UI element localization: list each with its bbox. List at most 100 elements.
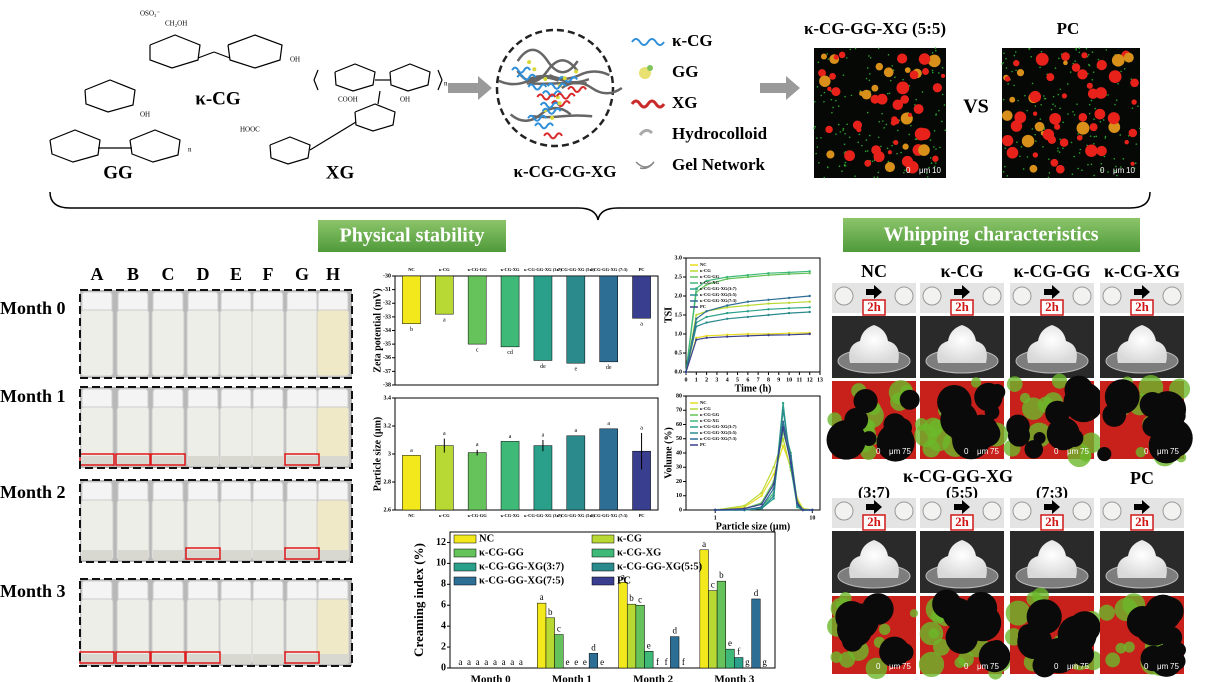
scale-label: 0 [876, 447, 881, 456]
speck [1138, 127, 1141, 130]
air-bubble [1064, 375, 1093, 405]
speck [871, 160, 874, 163]
sediment [287, 456, 317, 466]
plot-frame [685, 395, 821, 511]
point [787, 333, 791, 336]
scale-label: μm [977, 662, 989, 671]
speck [827, 58, 830, 60]
air-bubble [974, 420, 1001, 447]
speck [1116, 174, 1118, 177]
point [781, 409, 785, 412]
legend-swatch [591, 534, 615, 544]
droplet [918, 53, 931, 65]
protein-patch [1005, 600, 1031, 626]
legend-icon [635, 161, 655, 170]
droplet [893, 139, 899, 146]
bar [751, 598, 761, 669]
speck [877, 136, 880, 139]
bar [545, 617, 555, 669]
droplet [818, 69, 826, 77]
xg-helix [555, 92, 576, 100]
legend-label: κ-CG [700, 268, 711, 273]
bar [533, 445, 553, 511]
speck [1014, 51, 1017, 53]
sediment [118, 550, 148, 560]
point [726, 304, 729, 307]
kcg-strand [527, 83, 548, 91]
foam-before [1012, 501, 1032, 521]
legend-label: κ-CG [672, 31, 713, 50]
scale-label: 75 [990, 447, 999, 456]
speck [891, 144, 893, 147]
time-arrow [954, 285, 970, 299]
droplet [1081, 52, 1088, 59]
foam-before [922, 286, 942, 306]
droplet [892, 99, 904, 111]
time-arrow [1134, 285, 1150, 299]
y-tick-label: 0 [441, 662, 446, 673]
y-tick-label: -38 [383, 382, 391, 388]
sediment [221, 550, 251, 560]
speck [896, 152, 898, 155]
speck [931, 69, 934, 72]
speck [1034, 105, 1037, 107]
foam-before [834, 501, 854, 521]
speck [932, 71, 934, 74]
y-tick-label: 0.0 [675, 369, 683, 375]
time-label: 2h [1135, 299, 1150, 314]
atom: HOOC [240, 126, 260, 134]
speck [877, 47, 880, 50]
droplet [914, 127, 928, 141]
air-bubble [843, 603, 879, 640]
bond [197, 51, 215, 59]
significance-label: e [574, 367, 577, 373]
speck [1058, 57, 1060, 60]
droplet [913, 104, 924, 114]
y-tick-label: 80 [676, 393, 682, 399]
point [767, 302, 770, 305]
droplet [1063, 60, 1068, 66]
time-label: 2h [867, 299, 882, 314]
point [760, 505, 763, 509]
point [726, 311, 729, 315]
speck [1066, 83, 1069, 85]
droplet [1002, 110, 1013, 121]
sediment [318, 456, 348, 466]
y-tick-label: 1.5 [675, 312, 683, 318]
x-tick-label: κ-CG [439, 267, 450, 272]
speck [1004, 147, 1007, 149]
protein-patch [1115, 642, 1127, 654]
bar [635, 604, 645, 669]
speck [1043, 97, 1046, 100]
network-legend: κ-CG GG XG Hydrocolloid Gel Network [630, 31, 768, 174]
gel-network [495, 28, 623, 148]
atom: n [444, 80, 448, 88]
speck [1087, 54, 1090, 56]
speck [908, 133, 911, 136]
speck [1059, 138, 1061, 140]
sediment [253, 550, 283, 560]
x-tick-label: PC [639, 267, 645, 272]
speck [1040, 103, 1042, 106]
x-tick-label: Month 0 [471, 674, 512, 682]
significance-label: a [493, 657, 497, 667]
speck [878, 120, 881, 123]
x-tick-label: 0 [685, 377, 688, 383]
x-tick-label: κ-CG [439, 513, 450, 518]
speck [944, 129, 947, 132]
bar [566, 275, 586, 364]
kcg-strand [516, 73, 537, 81]
kcg-strand [558, 75, 578, 83]
droplet [907, 163, 914, 171]
speck [838, 165, 841, 167]
significance-label: a [574, 428, 577, 434]
speck [1054, 105, 1057, 107]
speck [850, 94, 853, 97]
droplet [1095, 87, 1107, 99]
speck [938, 72, 940, 74]
legend-swatch [591, 562, 615, 572]
vial-label: G [295, 264, 309, 284]
significance-label: cd [507, 350, 513, 356]
